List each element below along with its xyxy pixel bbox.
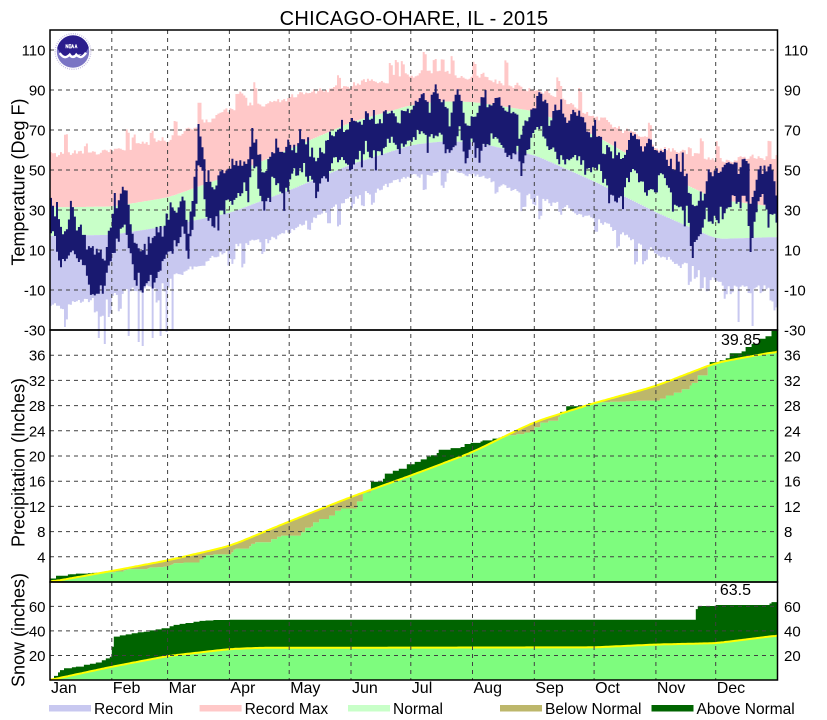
svg-text:20: 20 <box>784 449 801 466</box>
svg-text:24: 24 <box>29 423 46 440</box>
svg-text:Jul: Jul <box>412 680 432 697</box>
svg-text:Precipitation (Inches): Precipitation (Inches) <box>9 378 29 547</box>
svg-text:20: 20 <box>29 449 46 466</box>
svg-text:Jan: Jan <box>51 680 77 697</box>
svg-text:Temperature (Deg F): Temperature (Deg F) <box>9 98 29 265</box>
svg-text:30: 30 <box>784 203 801 220</box>
svg-text:Oct: Oct <box>595 680 620 697</box>
svg-text:Nov: Nov <box>657 680 685 697</box>
svg-text:36: 36 <box>784 348 801 365</box>
svg-text:8: 8 <box>37 524 45 541</box>
svg-text:90: 90 <box>29 83 46 100</box>
svg-text:4: 4 <box>784 549 792 566</box>
svg-text:110: 110 <box>22 43 46 60</box>
svg-text:Feb: Feb <box>113 680 141 697</box>
svg-text:28: 28 <box>29 398 46 415</box>
svg-text:May: May <box>290 680 320 697</box>
svg-text:10: 10 <box>29 243 46 260</box>
svg-text:20: 20 <box>784 648 801 665</box>
svg-text:39.85: 39.85 <box>721 332 761 349</box>
svg-text:50: 50 <box>784 163 801 180</box>
svg-text:40: 40 <box>784 623 801 640</box>
svg-text:CHICAGO-OHARE, IL - 2015: CHICAGO-OHARE, IL - 2015 <box>280 8 549 30</box>
svg-text:Mar: Mar <box>169 680 197 697</box>
svg-text:16: 16 <box>784 474 801 491</box>
svg-text:16: 16 <box>29 474 46 491</box>
svg-text:30: 30 <box>29 203 46 220</box>
svg-text:Normal: Normal <box>393 701 443 718</box>
svg-text:10: 10 <box>784 243 801 260</box>
svg-text:Record Max: Record Max <box>245 701 329 718</box>
svg-text:8: 8 <box>784 524 792 541</box>
svg-text:Jun: Jun <box>352 680 378 697</box>
svg-text:20: 20 <box>29 648 46 665</box>
svg-text:Below Normal: Below Normal <box>545 701 641 718</box>
svg-text:63.5: 63.5 <box>720 582 751 599</box>
svg-text:-30: -30 <box>784 323 806 340</box>
svg-text:4: 4 <box>37 549 45 566</box>
svg-text:36: 36 <box>29 348 46 365</box>
svg-text:Apr: Apr <box>230 680 256 697</box>
svg-text:40: 40 <box>29 623 46 640</box>
svg-text:110: 110 <box>784 43 808 60</box>
svg-text:-30: -30 <box>24 323 46 340</box>
svg-text:Dec: Dec <box>717 680 745 697</box>
svg-text:70: 70 <box>784 123 801 140</box>
svg-text:24: 24 <box>784 423 801 440</box>
svg-text:Record Min: Record Min <box>94 701 173 718</box>
svg-text:12: 12 <box>29 499 46 516</box>
svg-text:-10: -10 <box>784 283 806 300</box>
svg-text:32: 32 <box>29 373 46 390</box>
svg-text:-10: -10 <box>24 283 46 300</box>
svg-text:Snow (inches): Snow (inches) <box>9 573 29 687</box>
svg-text:Aug: Aug <box>474 680 502 697</box>
svg-text:28: 28 <box>784 398 801 415</box>
svg-text:50: 50 <box>29 163 46 180</box>
svg-text:60: 60 <box>29 599 46 616</box>
svg-text:90: 90 <box>784 83 801 100</box>
svg-text:32: 32 <box>784 373 801 390</box>
svg-text:Above Normal: Above Normal <box>697 701 795 718</box>
svg-text:70: 70 <box>29 123 46 140</box>
svg-text:Sep: Sep <box>535 680 564 697</box>
svg-text:60: 60 <box>784 599 801 616</box>
svg-text:12: 12 <box>784 499 801 516</box>
